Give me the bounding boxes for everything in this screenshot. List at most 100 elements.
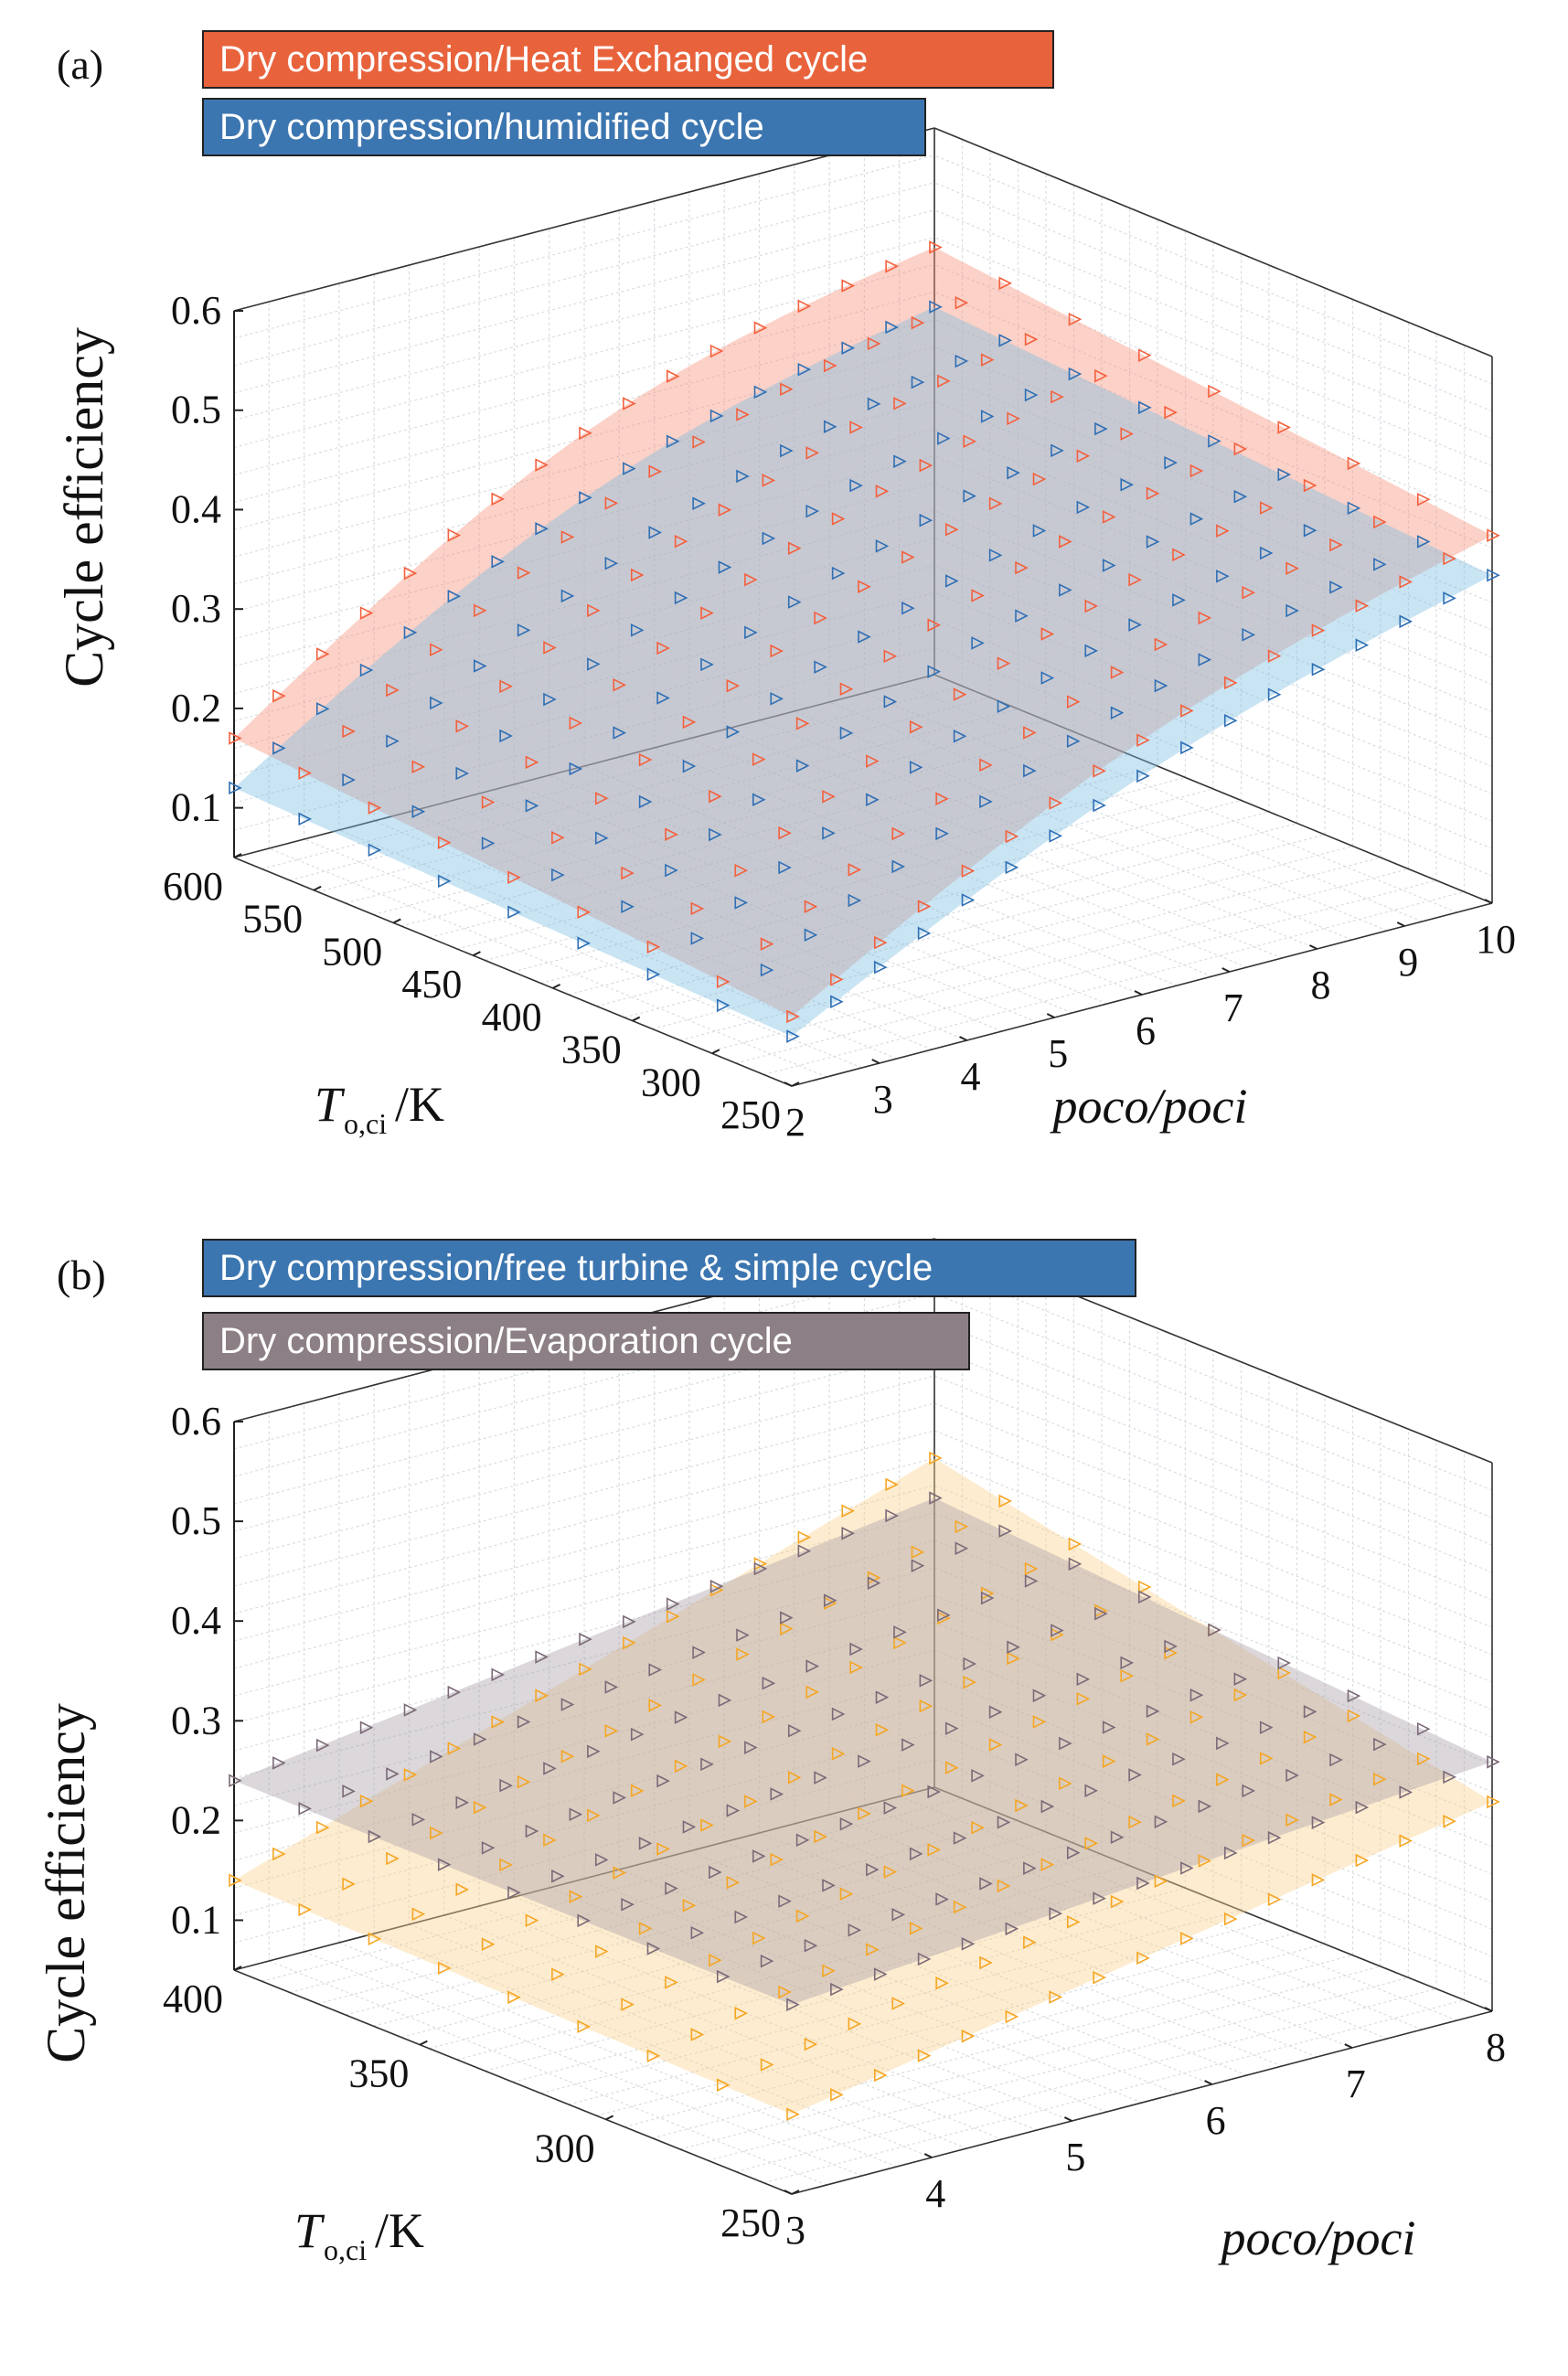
surface-patch-2	[822, 1884, 912, 1920]
surface-patch-1	[772, 827, 862, 891]
surface-patch-1	[713, 1652, 805, 1703]
surface-patch-1	[663, 1891, 753, 1937]
marker-2	[1242, 1784, 1256, 1798]
marker-2	[1355, 638, 1370, 652]
marker-1	[342, 724, 356, 739]
surface-patch-1	[763, 1623, 854, 1675]
surface-patch-2	[732, 1886, 823, 1921]
surface-patch-1	[823, 1765, 913, 1814]
surface-patch-2	[954, 1573, 1044, 1613]
surface-patch-2	[1083, 402, 1174, 447]
surface-patch-1	[1003, 1757, 1093, 1806]
marker-2	[604, 1680, 619, 1694]
marker-2	[229, 1774, 242, 1788]
marker-1	[630, 568, 645, 582]
surface-patch-1	[1272, 498, 1363, 547]
marker-2	[1066, 1846, 1081, 1859]
marker-2	[1242, 628, 1256, 642]
marker-2	[1399, 614, 1413, 629]
marker-2	[342, 1785, 356, 1798]
surface-patch-1	[1312, 519, 1403, 568]
grid-line	[933, 154, 1493, 385]
surface-patch-2	[851, 1935, 943, 1970]
surface-patch-2	[892, 677, 983, 731]
marker-2	[1487, 568, 1500, 582]
surface-patch-2	[692, 824, 783, 884]
marker-1	[787, 1771, 802, 1785]
x-tick-mark	[1063, 2116, 1072, 2122]
marker-1	[937, 374, 951, 389]
surface-patch-1	[524, 491, 614, 553]
surface-patch-2	[794, 1670, 884, 1708]
surface-patch-2	[712, 708, 804, 766]
marker-2	[315, 1738, 330, 1753]
marker-1	[359, 606, 374, 620]
panel-a-plot: 0.10.20.30.40.50.62345678910250300350400…	[163, 127, 1516, 1145]
marker-1	[1068, 1537, 1083, 1551]
surface-patch-1	[711, 2057, 803, 2098]
marker-2	[1059, 1736, 1072, 1751]
marker-1	[1146, 486, 1160, 501]
surface-patch-1	[643, 1779, 734, 1827]
marker-2	[909, 1847, 923, 1861]
panel-b-ylabel-unit: /K	[375, 2203, 424, 2258]
panel-a-ylabel: T o,ci /K	[315, 1077, 444, 1140]
surface-patch-2	[403, 753, 494, 815]
surface-patch-1	[762, 2033, 852, 2075]
surface-patch-2	[674, 1616, 764, 1655]
marker-2	[1223, 1846, 1238, 1860]
surface-patch-2	[712, 1798, 804, 1835]
marker-2	[1154, 1815, 1168, 1829]
surface-patch-2	[1032, 1777, 1123, 1814]
surface-patch-2	[1212, 1777, 1303, 1814]
marker-1	[919, 1699, 933, 1713]
marker-2	[901, 601, 915, 615]
x-tick-mark	[1046, 1013, 1055, 1018]
marker-1	[604, 496, 619, 510]
marker-2	[716, 998, 731, 1012]
surface-patch-2	[763, 1614, 854, 1653]
z-tick-label: 0.4	[171, 486, 221, 531]
marker-2	[1015, 609, 1029, 623]
marker-1	[1198, 611, 1212, 625]
surface-patch-2	[753, 494, 844, 545]
z-tick-label: 0.3	[171, 1698, 221, 1742]
marker-2	[822, 826, 836, 840]
marker-2	[359, 663, 374, 677]
surface-patch-2	[733, 1726, 824, 1763]
surface-patch-1	[1083, 1801, 1173, 1849]
surface-patch-1	[384, 551, 475, 617]
panel-b-xlabel: poco/poci	[1218, 2211, 1416, 2265]
surface-patch-2	[962, 770, 1052, 826]
surface-patch-1	[1061, 663, 1153, 719]
marker-1	[1040, 1858, 1055, 1871]
marker-1	[447, 1742, 462, 1755]
marker-2	[1084, 1784, 1099, 1798]
marker-2	[988, 549, 1003, 562]
surface-patch-1	[633, 1827, 723, 1874]
marker-1	[437, 836, 452, 849]
surface-patch-1	[862, 1987, 953, 2030]
marker-2	[1303, 1705, 1317, 1719]
surface-patch-2	[1362, 537, 1453, 582]
legend-b-label-2: Dry compression/Evaporation cycle	[219, 1321, 793, 1361]
marker-2	[830, 995, 844, 1009]
marker-2	[1223, 713, 1238, 728]
marker-1	[1303, 1730, 1317, 1744]
surface-patch-1	[1182, 1753, 1273, 1801]
surface-patch-2	[1262, 589, 1352, 636]
marker-2	[1068, 367, 1083, 381]
marker-1	[786, 2107, 800, 2122]
surface-patch-2	[843, 1650, 933, 1689]
marker-1	[709, 344, 724, 358]
marker-2	[411, 1813, 426, 1827]
grid-line	[933, 1430, 1493, 1656]
surface-patch-1	[634, 368, 724, 422]
surface-patch-2	[723, 651, 814, 709]
marker-1	[1076, 449, 1091, 463]
marker-2	[535, 1650, 549, 1664]
marker-2	[455, 766, 470, 781]
surface-patch-2	[593, 1747, 684, 1785]
surface-patch-1	[814, 1593, 904, 1646]
